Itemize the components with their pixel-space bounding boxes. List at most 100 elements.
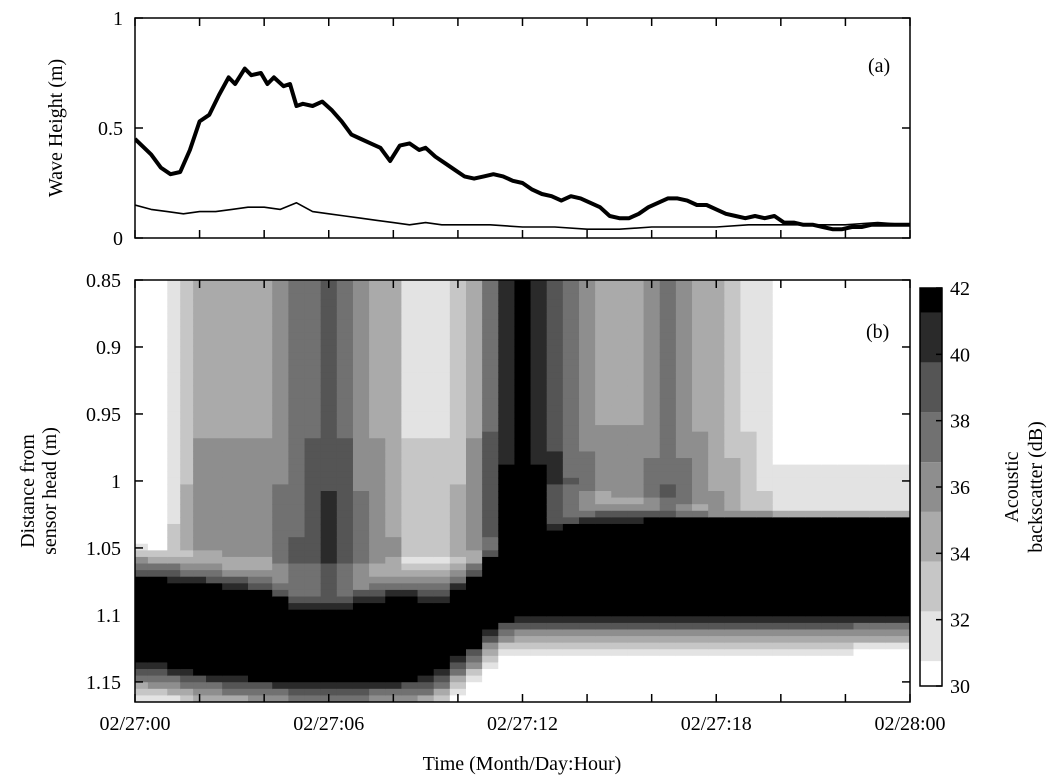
heatmap-cell	[659, 504, 677, 512]
heatmap-cell	[449, 444, 467, 453]
heatmap-cell	[498, 293, 516, 301]
heatmap-cell	[180, 563, 194, 571]
heatmap-cell	[595, 451, 612, 459]
heatmap-cell	[352, 497, 370, 505]
heatmap-cell	[756, 458, 774, 466]
heatmap-cell	[675, 477, 693, 485]
heatmap-cell	[692, 372, 709, 380]
heatmap-cell	[530, 497, 548, 505]
heatmap-cell	[821, 444, 838, 453]
heatmap-cell	[643, 319, 661, 327]
heatmap-cell	[901, 425, 910, 433]
heatmap-cell	[193, 642, 207, 650]
heatmap-cell	[772, 682, 790, 690]
heatmap-cell	[401, 385, 419, 393]
heatmap-cell	[756, 589, 774, 598]
heatmap-cell	[853, 372, 871, 380]
heatmap-cell	[530, 688, 548, 696]
heatmap-cell	[482, 642, 499, 650]
heatmap-cell	[805, 451, 822, 459]
heatmap-cell	[788, 603, 806, 611]
colorbar-tick-label: 30	[950, 676, 970, 698]
heatmap-cell	[530, 609, 548, 617]
heatmap-cell	[352, 642, 370, 650]
heatmap-cell	[288, 629, 306, 637]
heatmap-cell	[180, 312, 194, 321]
heatmap-cell	[901, 636, 910, 644]
heatmap-cell	[336, 378, 354, 387]
heatmap-cell	[724, 491, 742, 499]
heatmap-cell	[885, 326, 903, 334]
heatmap-cell	[433, 405, 451, 413]
heatmap-cell	[288, 622, 306, 631]
heatmap-cell	[369, 530, 386, 538]
heatmap-cell	[837, 431, 855, 439]
heatmap-cell	[352, 649, 370, 657]
heatmap-cell	[401, 345, 419, 354]
heatmap-cell	[659, 431, 677, 439]
heatmap-cell	[740, 682, 758, 690]
heatmap-cell	[853, 471, 871, 479]
heatmap-cell	[772, 425, 790, 433]
heatmap-cell	[805, 682, 822, 690]
heatmap-cell	[788, 484, 806, 492]
heatmap-cell	[756, 411, 774, 420]
heatmap-cell	[595, 477, 612, 485]
heatmap-cell	[498, 629, 516, 637]
heatmap-cell	[135, 629, 149, 637]
heatmap-cell	[514, 398, 532, 406]
heatmap-cell	[643, 352, 661, 360]
heatmap-cell	[740, 464, 758, 472]
heatmap-cell	[498, 669, 516, 677]
heatmap-cell	[692, 636, 709, 644]
heatmap-cell	[369, 299, 386, 307]
heatmap-cell	[675, 669, 693, 677]
heatmap-cell	[272, 642, 289, 650]
heatmap-cell	[167, 312, 181, 321]
heatmap-cell	[740, 444, 758, 453]
heatmap-cell	[627, 471, 645, 479]
heatmap-cell	[147, 286, 168, 294]
heatmap-cell	[248, 629, 273, 637]
heatmap-cell	[514, 458, 532, 466]
heatmap-cell	[167, 345, 181, 354]
heatmap-cell	[562, 510, 580, 518]
heatmap-cell	[885, 477, 903, 485]
heatmap-cell	[772, 444, 790, 453]
heatmap-cell	[579, 556, 596, 565]
heatmap-cell	[288, 464, 306, 472]
heatmap-cell	[530, 675, 548, 683]
heatmap-cell	[514, 484, 532, 492]
heatmap-cell	[901, 392, 910, 400]
heatmap-cell	[147, 675, 168, 683]
heatmap-cell	[546, 497, 564, 505]
heatmap-cell	[675, 589, 693, 598]
heatmap-cell	[611, 570, 629, 578]
heatmap-cell	[788, 504, 806, 512]
heatmap-cell	[147, 583, 168, 591]
heatmap-cell	[805, 398, 822, 406]
heatmap-cell	[498, 319, 516, 327]
heatmap-cell	[659, 550, 677, 558]
heatmap-cell	[837, 517, 855, 525]
heatmap-cell	[206, 484, 223, 492]
heatmap-cell	[788, 464, 806, 472]
heatmap-cell	[740, 378, 758, 387]
heatmap-cell	[837, 471, 855, 479]
heatmap-cell	[756, 497, 774, 505]
heatmap-cell	[465, 484, 483, 492]
heatmap-cell	[837, 682, 855, 690]
heatmap-cell	[482, 425, 499, 433]
heatmap-cell	[222, 589, 249, 598]
heatmap-cell	[288, 378, 306, 387]
heatmap-cell	[740, 530, 758, 538]
heatmap-cell	[417, 359, 435, 367]
heatmap-cell	[514, 589, 532, 598]
heatmap-cell	[401, 405, 419, 413]
heatmap-cell	[530, 405, 548, 413]
heatmap-cell	[821, 616, 838, 624]
heatmap-cell	[320, 570, 338, 578]
heatmap-cell	[206, 411, 223, 420]
heatmap-cell	[433, 662, 451, 670]
heatmap-cell	[756, 293, 774, 301]
